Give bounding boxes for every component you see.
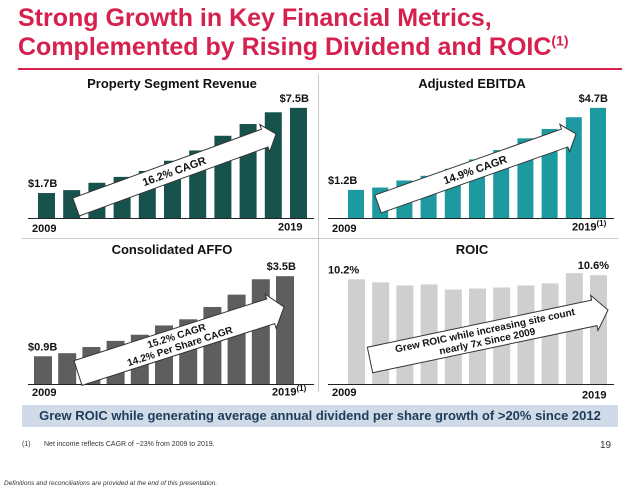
cagr-arrow-shape [73, 292, 285, 387]
start-value-label: $1.7B [28, 178, 57, 190]
bar-2011 [396, 285, 414, 384]
bar-2009 [348, 279, 365, 384]
panel-consolidated-affo: Consolidated AFFO $0.9B $3.5B 15.2% CAGR 14… [26, 238, 318, 408]
slide-title-footnote-ref: (1) [551, 32, 569, 49]
panel-property-revenue: Property Segment Revenue $1.7B $7.5B 16.2%… [26, 72, 318, 242]
start-value-label: 10.2% [328, 264, 359, 276]
panel-adjusted-ebitda: Adjusted EBITDA $1.2B $4.7B 14.9% CAGR 200… [326, 72, 618, 242]
x-start-label: 2009 [32, 387, 57, 399]
bar-2009 [38, 193, 55, 218]
bar-2019 [276, 276, 294, 384]
panel-title: Property Segment Revenue [87, 76, 257, 91]
x-end-label: 2019(1) [272, 384, 306, 399]
bar-2009 [34, 356, 52, 384]
x-end-label: 2019(1) [572, 219, 606, 234]
x-end-year: 2019 [572, 221, 597, 234]
x-end-year: 2019 [582, 389, 607, 402]
summary-banner: Grew ROIC while generating average annua… [22, 405, 618, 427]
panel-title: Adjusted EBITDA [418, 76, 526, 91]
x-end-year: 2019 [278, 221, 303, 234]
cagr-arrow-shape [366, 293, 609, 374]
x-start-label: 2009 [32, 223, 57, 235]
title-rule [18, 68, 622, 70]
x-start-label: 2009 [332, 387, 357, 399]
page-number: 19 [600, 440, 612, 451]
slide-title-text: Strong Growth in Key Financial Metrics, … [18, 4, 552, 61]
panel-roic: ROIC 10.2% 10.6% Grew ROIC while increasin… [326, 238, 618, 408]
x-end-sup: (1) [296, 384, 307, 393]
footnote: (1) Net income reflects CAGR of ~23% from… [22, 441, 215, 448]
start-value-label: $0.9B [28, 341, 57, 353]
chart-roic: 10.2% 10.6%Grew ROIC while increasing sit… [328, 260, 614, 385]
panel-divider-vertical [318, 74, 319, 392]
slide-title: Strong Growth in Key Financial Metrics, … [18, 4, 628, 62]
end-value-label: $7.5B [280, 93, 309, 105]
cagr-arrow-shape [72, 123, 277, 217]
footnote-number: (1) [22, 441, 31, 448]
bar-2018 [264, 112, 282, 218]
end-value-label: $4.7B [579, 93, 608, 105]
x-end-sup: (1) [596, 219, 607, 228]
disclaimer: Definitions and reconciliations are prov… [4, 480, 218, 487]
end-value-label: 10.6% [578, 260, 609, 272]
x-end-label: 2019 [278, 219, 302, 234]
end-value-label: $3.5B [267, 261, 296, 273]
start-value-label: $1.2B [328, 175, 357, 187]
panel-title: Consolidated AFFO [111, 242, 233, 257]
cagr-arrow-shape [374, 123, 577, 214]
panel-divider-horizontal [22, 238, 618, 239]
bar-2010 [58, 353, 77, 384]
x-start-label: 2009 [332, 223, 357, 235]
footnote-text: Net income reflects CAGR of ~23% from 20… [44, 441, 215, 448]
x-end-label: 2019 [582, 387, 606, 402]
bar-2019 [290, 107, 307, 218]
bar-2019 [590, 107, 606, 218]
panel-title: ROIC [455, 242, 489, 257]
bar-2009 [348, 189, 364, 218]
x-end-year: 2019 [272, 386, 297, 399]
